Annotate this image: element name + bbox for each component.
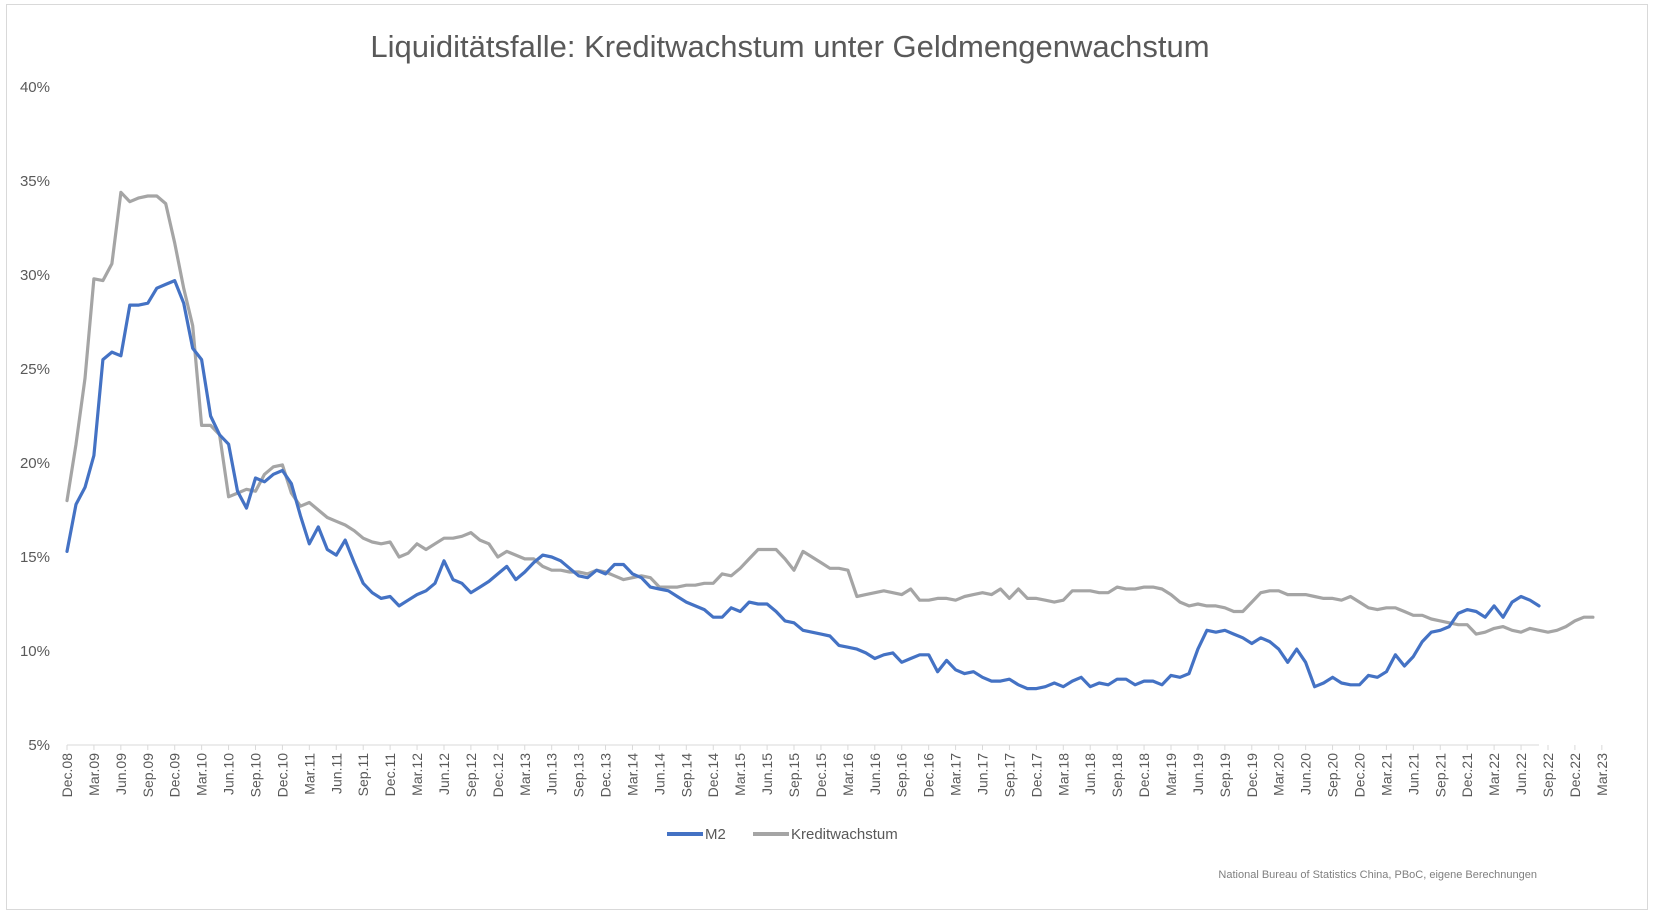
x-tick-label: Sep.12: [463, 753, 479, 798]
x-tick-label: Dec.11: [382, 753, 398, 797]
x-tick-label: Sep.20: [1325, 753, 1341, 798]
x-tick-label: Mar.12: [409, 753, 425, 796]
x-tick-label: Dec.12: [490, 753, 506, 798]
legend-label-m2: M2: [705, 826, 726, 843]
x-tick-label: Dec.18: [1136, 753, 1152, 798]
x-tick-label: Jun.10: [221, 753, 237, 795]
x-tick-label: Dec.22: [1567, 753, 1583, 798]
x-tick-label: Jun.18: [1082, 753, 1098, 795]
y-tick-label: 25%: [20, 361, 50, 378]
x-tick-label: Mar.17: [948, 753, 964, 796]
y-tick-label: 35%: [20, 173, 50, 190]
x-axis: Dec.08 Mar.09 Jun.09 Sep.09 Dec.09 Mar.10 Jun.…: [59, 744, 1610, 798]
line-chart: Liquiditätsfalle: Kreditwachstum unter G…: [20, 29, 1610, 881]
x-tick-label: Mar.11: [301, 753, 317, 795]
x-tick-label: Jun.19: [1190, 753, 1206, 795]
y-tick-label: 10%: [20, 643, 50, 660]
x-tick-label: Sep.10: [247, 753, 263, 798]
x-tick-label: Sep.15: [786, 753, 802, 798]
y-tick-label: 5%: [28, 737, 50, 754]
y-tick-label: 40%: [20, 79, 50, 96]
x-tick-label: Dec.14: [705, 753, 721, 798]
x-tick-label: Sep.11: [355, 753, 371, 797]
x-tick-label: Mar.23: [1594, 753, 1610, 796]
x-tick-label: Mar.10: [194, 753, 210, 796]
x-tick-label: Dec.13: [598, 753, 614, 798]
x-tick-label: Jun.20: [1298, 753, 1314, 795]
x-tick-label: Dec.15: [813, 753, 829, 798]
y-axis: 5% 10% 15% 20% 25% 30% 35% 40%: [20, 79, 50, 754]
y-tick-label: 20%: [20, 455, 50, 472]
x-tick-label: Mar.20: [1271, 753, 1287, 796]
x-tick-label: Dec.10: [274, 753, 290, 798]
x-tick-label: Mar.21: [1378, 753, 1394, 796]
x-tick-label: Jun.13: [544, 753, 560, 795]
x-tick-label: Jun.21: [1405, 753, 1421, 795]
x-tick-label: Jun.15: [759, 753, 775, 795]
x-tick-label: Sep.17: [1001, 753, 1017, 798]
x-tick-label: Sep.21: [1432, 753, 1448, 798]
x-tick-label: Dec.08: [59, 753, 75, 798]
y-tick-label: 30%: [20, 267, 50, 284]
x-tick-label: Jun.14: [651, 753, 667, 795]
x-tick-label: Jun.09: [113, 753, 129, 795]
x-tick-label: Mar.15: [732, 753, 748, 796]
x-tick-label: Mar.09: [86, 753, 102, 796]
chart-frame: Liquiditätsfalle: Kreditwachstum unter G…: [6, 4, 1648, 910]
x-tick-label: Dec.09: [167, 753, 183, 798]
y-tick-label: 15%: [20, 549, 50, 566]
x-tick-label: Mar.19: [1163, 753, 1179, 796]
x-tick-label: Jun.17: [975, 753, 991, 795]
x-tick-label: Mar.14: [624, 753, 640, 796]
x-tick-label: Sep.09: [140, 753, 156, 798]
x-tick-label: Sep.14: [678, 753, 694, 798]
x-tick-label: Dec.16: [921, 753, 937, 798]
x-tick-label: Sep.16: [894, 753, 910, 798]
x-tick-label: Dec.17: [1028, 753, 1044, 798]
chart-title: Liquiditätsfalle: Kreditwachstum unter G…: [370, 29, 1209, 64]
legend: M2 Kreditwachstum: [667, 826, 898, 843]
x-tick-label: Jun.16: [867, 753, 883, 795]
series-line-m2: [65, 279, 1541, 691]
x-tick-label: Dec.20: [1351, 753, 1367, 798]
source-note: National Bureau of Statistics China, PBo…: [1218, 869, 1537, 881]
x-tick-label: Jun.12: [436, 753, 452, 795]
x-tick-label: Dec.19: [1244, 753, 1260, 798]
x-tick-label: Mar.16: [840, 753, 856, 796]
x-tick-label: Sep.18: [1109, 753, 1125, 798]
x-tick-label: Mar.22: [1486, 753, 1502, 796]
x-tick-label: Dec.21: [1459, 753, 1475, 798]
legend-label-kreditwachstum: Kreditwachstum: [791, 826, 898, 843]
x-tick-label: Mar.13: [517, 753, 533, 796]
x-tick-label: Jun.11: [328, 753, 344, 794]
series-layer: [65, 190, 1595, 691]
x-tick-label: Jun.22: [1513, 753, 1529, 795]
series-line-kreditwachstum: [65, 190, 1595, 636]
x-tick-label: Sep.19: [1217, 753, 1233, 798]
x-tick-label: Sep.13: [571, 753, 587, 798]
x-tick-label: Sep.22: [1540, 753, 1556, 798]
x-tick-label: Mar.18: [1055, 753, 1071, 796]
